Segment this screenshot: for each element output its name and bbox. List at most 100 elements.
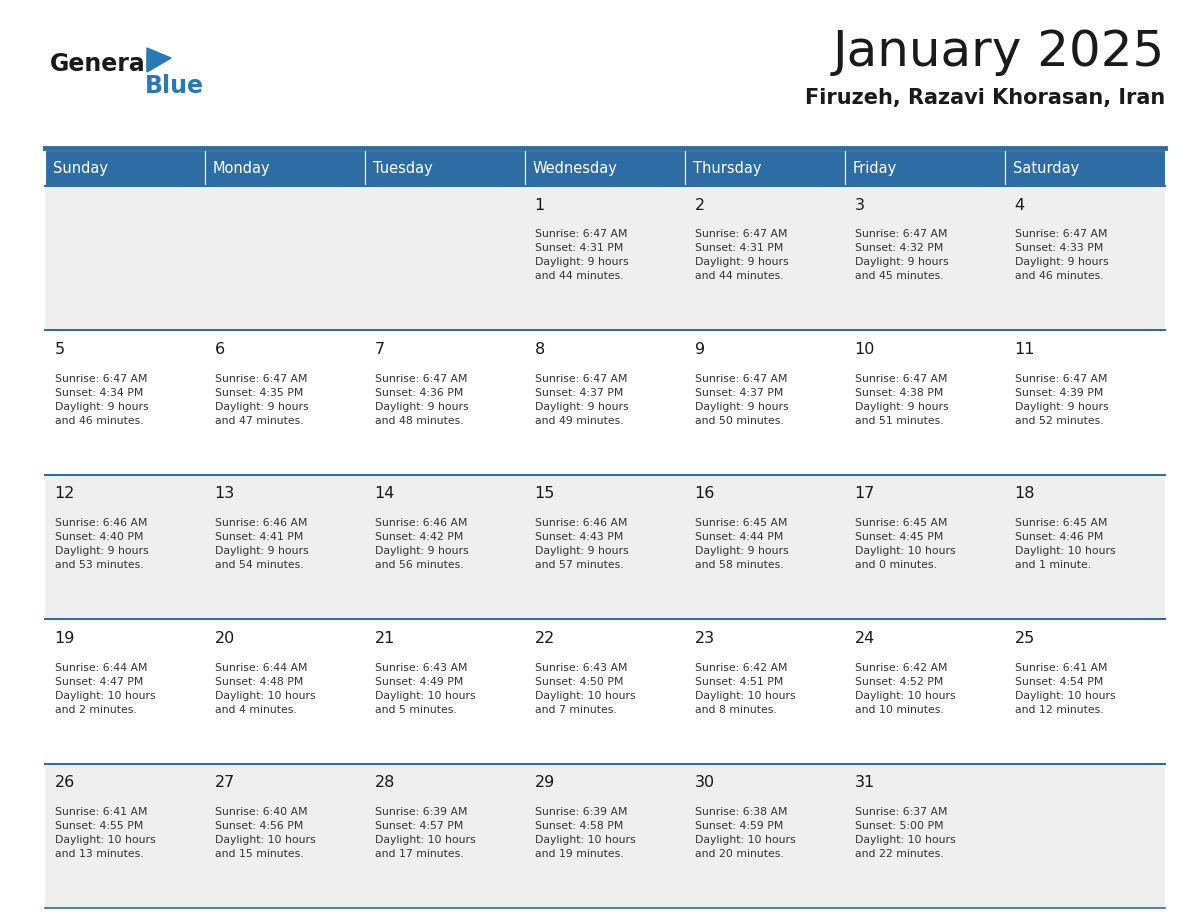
FancyBboxPatch shape xyxy=(845,186,1005,330)
FancyBboxPatch shape xyxy=(845,150,1005,186)
FancyBboxPatch shape xyxy=(206,764,365,908)
Text: Sunrise: 6:47 AM
Sunset: 4:31 PM
Daylight: 9 hours
and 44 minutes.: Sunrise: 6:47 AM Sunset: 4:31 PM Dayligh… xyxy=(695,230,788,281)
Text: Sunrise: 6:37 AM
Sunset: 5:00 PM
Daylight: 10 hours
and 22 minutes.: Sunrise: 6:37 AM Sunset: 5:00 PM Dayligh… xyxy=(854,807,955,859)
Text: 7: 7 xyxy=(374,341,385,357)
FancyBboxPatch shape xyxy=(206,150,365,186)
FancyBboxPatch shape xyxy=(525,186,685,330)
Text: Sunrise: 6:45 AM
Sunset: 4:44 PM
Daylight: 9 hours
and 58 minutes.: Sunrise: 6:45 AM Sunset: 4:44 PM Dayligh… xyxy=(695,518,788,570)
Text: Sunrise: 6:41 AM
Sunset: 4:54 PM
Daylight: 10 hours
and 12 minutes.: Sunrise: 6:41 AM Sunset: 4:54 PM Dayligh… xyxy=(1015,663,1116,714)
Text: 12: 12 xyxy=(55,487,75,501)
Text: Thursday: Thursday xyxy=(693,161,762,175)
Text: 27: 27 xyxy=(215,775,235,790)
FancyBboxPatch shape xyxy=(365,475,525,620)
Text: 3: 3 xyxy=(854,197,865,213)
FancyBboxPatch shape xyxy=(685,186,845,330)
Text: January 2025: January 2025 xyxy=(833,28,1165,76)
Text: Sunrise: 6:45 AM
Sunset: 4:45 PM
Daylight: 10 hours
and 0 minutes.: Sunrise: 6:45 AM Sunset: 4:45 PM Dayligh… xyxy=(854,518,955,570)
FancyBboxPatch shape xyxy=(685,150,845,186)
FancyBboxPatch shape xyxy=(206,620,365,764)
FancyBboxPatch shape xyxy=(685,764,845,908)
FancyBboxPatch shape xyxy=(845,475,1005,620)
Text: Sunrise: 6:44 AM
Sunset: 4:48 PM
Daylight: 10 hours
and 4 minutes.: Sunrise: 6:44 AM Sunset: 4:48 PM Dayligh… xyxy=(215,663,315,714)
FancyBboxPatch shape xyxy=(45,330,206,475)
Text: 2: 2 xyxy=(695,197,704,213)
FancyBboxPatch shape xyxy=(365,186,525,330)
Text: Sunday: Sunday xyxy=(53,161,108,175)
Text: 28: 28 xyxy=(374,775,394,790)
FancyBboxPatch shape xyxy=(206,330,365,475)
Text: 5: 5 xyxy=(55,341,64,357)
FancyBboxPatch shape xyxy=(1005,150,1165,186)
Text: Sunrise: 6:43 AM
Sunset: 4:49 PM
Daylight: 10 hours
and 5 minutes.: Sunrise: 6:43 AM Sunset: 4:49 PM Dayligh… xyxy=(374,663,475,714)
Text: Sunrise: 6:46 AM
Sunset: 4:42 PM
Daylight: 9 hours
and 56 minutes.: Sunrise: 6:46 AM Sunset: 4:42 PM Dayligh… xyxy=(374,518,468,570)
Text: 31: 31 xyxy=(854,775,874,790)
FancyBboxPatch shape xyxy=(1005,475,1165,620)
Text: General: General xyxy=(50,52,154,76)
Text: Sunrise: 6:46 AM
Sunset: 4:43 PM
Daylight: 9 hours
and 57 minutes.: Sunrise: 6:46 AM Sunset: 4:43 PM Dayligh… xyxy=(535,518,628,570)
Text: 6: 6 xyxy=(215,341,225,357)
Text: 20: 20 xyxy=(215,631,235,645)
Text: 19: 19 xyxy=(55,631,75,645)
Text: 29: 29 xyxy=(535,775,555,790)
FancyBboxPatch shape xyxy=(45,475,206,620)
FancyBboxPatch shape xyxy=(365,150,525,186)
FancyBboxPatch shape xyxy=(365,620,525,764)
Text: Friday: Friday xyxy=(853,161,897,175)
FancyBboxPatch shape xyxy=(845,764,1005,908)
FancyBboxPatch shape xyxy=(365,764,525,908)
Text: Sunrise: 6:39 AM
Sunset: 4:57 PM
Daylight: 10 hours
and 17 minutes.: Sunrise: 6:39 AM Sunset: 4:57 PM Dayligh… xyxy=(374,807,475,859)
Text: Firuzeh, Razavi Khorasan, Iran: Firuzeh, Razavi Khorasan, Iran xyxy=(804,88,1165,108)
Text: Sunrise: 6:41 AM
Sunset: 4:55 PM
Daylight: 10 hours
and 13 minutes.: Sunrise: 6:41 AM Sunset: 4:55 PM Dayligh… xyxy=(55,807,156,859)
Text: 25: 25 xyxy=(1015,631,1035,645)
FancyBboxPatch shape xyxy=(1005,186,1165,330)
FancyBboxPatch shape xyxy=(525,764,685,908)
Text: Sunrise: 6:46 AM
Sunset: 4:40 PM
Daylight: 9 hours
and 53 minutes.: Sunrise: 6:46 AM Sunset: 4:40 PM Dayligh… xyxy=(55,518,148,570)
Text: 8: 8 xyxy=(535,341,545,357)
FancyBboxPatch shape xyxy=(685,330,845,475)
Text: Sunrise: 6:47 AM
Sunset: 4:39 PM
Daylight: 9 hours
and 52 minutes.: Sunrise: 6:47 AM Sunset: 4:39 PM Dayligh… xyxy=(1015,374,1108,426)
FancyBboxPatch shape xyxy=(45,186,206,330)
Text: Sunrise: 6:47 AM
Sunset: 4:35 PM
Daylight: 9 hours
and 47 minutes.: Sunrise: 6:47 AM Sunset: 4:35 PM Dayligh… xyxy=(215,374,308,426)
Polygon shape xyxy=(147,48,171,72)
Text: Sunrise: 6:38 AM
Sunset: 4:59 PM
Daylight: 10 hours
and 20 minutes.: Sunrise: 6:38 AM Sunset: 4:59 PM Dayligh… xyxy=(695,807,795,859)
FancyBboxPatch shape xyxy=(45,150,206,186)
FancyBboxPatch shape xyxy=(845,620,1005,764)
FancyBboxPatch shape xyxy=(525,150,685,186)
Text: Wednesday: Wednesday xyxy=(533,161,618,175)
Text: 17: 17 xyxy=(854,487,876,501)
Text: Sunrise: 6:43 AM
Sunset: 4:50 PM
Daylight: 10 hours
and 7 minutes.: Sunrise: 6:43 AM Sunset: 4:50 PM Dayligh… xyxy=(535,663,636,714)
Text: 16: 16 xyxy=(695,487,715,501)
FancyBboxPatch shape xyxy=(1005,330,1165,475)
FancyBboxPatch shape xyxy=(845,330,1005,475)
Text: Sunrise: 6:44 AM
Sunset: 4:47 PM
Daylight: 10 hours
and 2 minutes.: Sunrise: 6:44 AM Sunset: 4:47 PM Dayligh… xyxy=(55,663,156,714)
Text: 22: 22 xyxy=(535,631,555,645)
FancyBboxPatch shape xyxy=(206,475,365,620)
Text: Sunrise: 6:39 AM
Sunset: 4:58 PM
Daylight: 10 hours
and 19 minutes.: Sunrise: 6:39 AM Sunset: 4:58 PM Dayligh… xyxy=(535,807,636,859)
Text: Sunrise: 6:45 AM
Sunset: 4:46 PM
Daylight: 10 hours
and 1 minute.: Sunrise: 6:45 AM Sunset: 4:46 PM Dayligh… xyxy=(1015,518,1116,570)
FancyBboxPatch shape xyxy=(45,764,206,908)
Text: 15: 15 xyxy=(535,487,555,501)
FancyBboxPatch shape xyxy=(1005,764,1165,908)
Text: 10: 10 xyxy=(854,341,876,357)
Text: Sunrise: 6:40 AM
Sunset: 4:56 PM
Daylight: 10 hours
and 15 minutes.: Sunrise: 6:40 AM Sunset: 4:56 PM Dayligh… xyxy=(215,807,315,859)
FancyBboxPatch shape xyxy=(525,330,685,475)
Text: Sunrise: 6:47 AM
Sunset: 4:32 PM
Daylight: 9 hours
and 45 minutes.: Sunrise: 6:47 AM Sunset: 4:32 PM Dayligh… xyxy=(854,230,948,281)
Text: Tuesday: Tuesday xyxy=(373,161,432,175)
Text: 13: 13 xyxy=(215,487,235,501)
FancyBboxPatch shape xyxy=(45,620,206,764)
FancyBboxPatch shape xyxy=(365,330,525,475)
Text: Sunrise: 6:46 AM
Sunset: 4:41 PM
Daylight: 9 hours
and 54 minutes.: Sunrise: 6:46 AM Sunset: 4:41 PM Dayligh… xyxy=(215,518,308,570)
FancyBboxPatch shape xyxy=(525,620,685,764)
Text: 24: 24 xyxy=(854,631,874,645)
Text: Sunrise: 6:47 AM
Sunset: 4:31 PM
Daylight: 9 hours
and 44 minutes.: Sunrise: 6:47 AM Sunset: 4:31 PM Dayligh… xyxy=(535,230,628,281)
Text: Sunrise: 6:47 AM
Sunset: 4:33 PM
Daylight: 9 hours
and 46 minutes.: Sunrise: 6:47 AM Sunset: 4:33 PM Dayligh… xyxy=(1015,230,1108,281)
Text: Sunrise: 6:47 AM
Sunset: 4:34 PM
Daylight: 9 hours
and 46 minutes.: Sunrise: 6:47 AM Sunset: 4:34 PM Dayligh… xyxy=(55,374,148,426)
Text: Sunrise: 6:42 AM
Sunset: 4:52 PM
Daylight: 10 hours
and 10 minutes.: Sunrise: 6:42 AM Sunset: 4:52 PM Dayligh… xyxy=(854,663,955,714)
Text: Monday: Monday xyxy=(213,161,271,175)
FancyBboxPatch shape xyxy=(685,620,845,764)
FancyBboxPatch shape xyxy=(685,475,845,620)
Text: 30: 30 xyxy=(695,775,715,790)
FancyBboxPatch shape xyxy=(206,186,365,330)
Text: 18: 18 xyxy=(1015,487,1035,501)
Text: 23: 23 xyxy=(695,631,715,645)
